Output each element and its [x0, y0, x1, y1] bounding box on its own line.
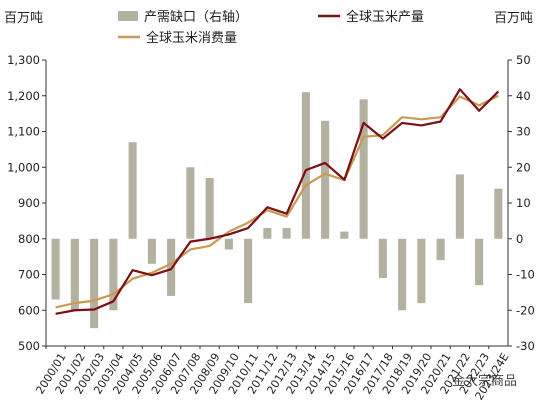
right-tick-label: 20	[516, 160, 531, 174]
gap-bar	[455, 174, 464, 239]
gap-bar	[109, 238, 118, 311]
gap-bar	[244, 238, 253, 304]
gap-bar	[398, 238, 407, 311]
legend-label-consumption: 全球玉米消费量	[146, 30, 237, 46]
gap-bar	[436, 238, 445, 261]
gap-bar	[475, 238, 484, 286]
gap-bar	[301, 92, 310, 239]
left-tick-label: 600	[18, 303, 40, 317]
right-tick-label: 40	[516, 89, 531, 103]
gap-bar	[417, 238, 426, 304]
left-axis-title: 百万吨	[4, 11, 43, 26]
left-tick-label: 900	[18, 196, 40, 210]
left-tick-label: 700	[18, 268, 40, 282]
left-tick-label: 1,200	[7, 89, 40, 103]
left-tick-label: 1,000	[7, 160, 40, 174]
axis-layer: 5006007008009001,0001,1001,2001,300-30-2…	[7, 53, 535, 402]
gap-bar	[282, 228, 291, 239]
right-tick-label: -20	[516, 303, 535, 317]
right-axis-title: 百万吨	[494, 11, 533, 26]
legend-swatch-gap	[118, 11, 138, 21]
left-tick-label: 1,300	[7, 53, 40, 67]
gap-bar	[186, 167, 195, 239]
legend-label-production: 全球玉米产量	[346, 9, 424, 25]
left-tick-label: 800	[18, 232, 40, 246]
gap-bar	[494, 188, 503, 239]
gap-bar	[128, 142, 137, 239]
right-tick-label: 0	[516, 232, 523, 246]
right-tick-label: 30	[516, 125, 531, 139]
lines-layer	[55, 88, 500, 315]
gap-bar	[147, 238, 156, 264]
consumption-line	[55, 94, 499, 309]
gap-bar	[340, 231, 349, 239]
legend: 产需缺口（右轴） 全球玉米产量 全球玉米消费量	[118, 9, 424, 46]
gap-bar	[90, 238, 99, 329]
gap-bar	[51, 238, 60, 300]
production-line	[55, 88, 500, 315]
left-tick-label: 500	[18, 339, 40, 353]
legend-label-gap: 产需缺口（右轴）	[144, 10, 248, 25]
right-tick-label: -30	[516, 339, 535, 353]
left-tick-label: 1,100	[7, 125, 40, 139]
right-tick-label: 10	[516, 196, 531, 210]
gap-bar	[321, 120, 330, 239]
right-tick-label: -10	[516, 268, 535, 282]
gap-bar	[205, 177, 214, 239]
watermark: 金大宗商品	[452, 373, 517, 389]
gap-bar	[224, 238, 233, 250]
gap-bar	[359, 99, 368, 239]
gap-bar	[70, 238, 79, 311]
gap-bar	[378, 238, 387, 279]
gap-bar	[263, 228, 272, 239]
right-tick-label: 50	[516, 53, 531, 67]
